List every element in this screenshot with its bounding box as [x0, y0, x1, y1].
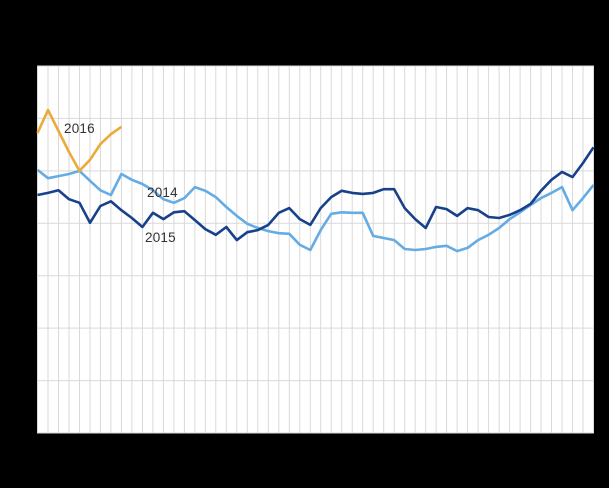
series-label-2015: 2015 [145, 230, 176, 245]
series-label-2014: 2014 [147, 185, 178, 200]
series-label-2016: 2016 [64, 121, 95, 136]
